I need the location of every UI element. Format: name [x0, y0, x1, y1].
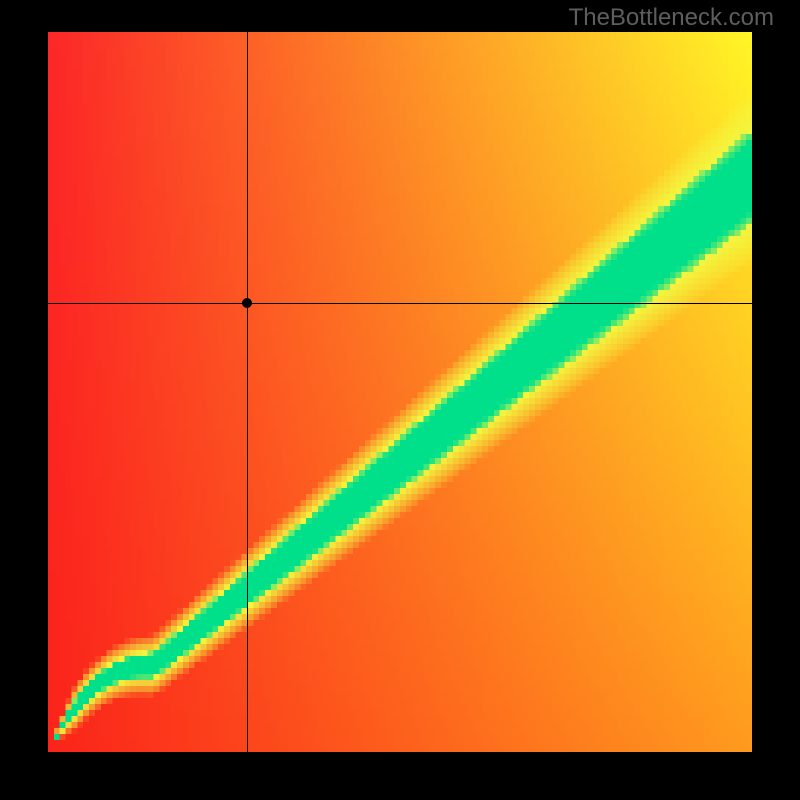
crosshair-vertical	[247, 32, 248, 752]
heatmap-canvas	[48, 32, 752, 752]
heatmap-plot	[48, 32, 752, 752]
crosshair-horizontal	[48, 303, 752, 304]
crosshair-marker	[242, 298, 252, 308]
watermark-text: TheBottleneck.com	[569, 4, 774, 32]
